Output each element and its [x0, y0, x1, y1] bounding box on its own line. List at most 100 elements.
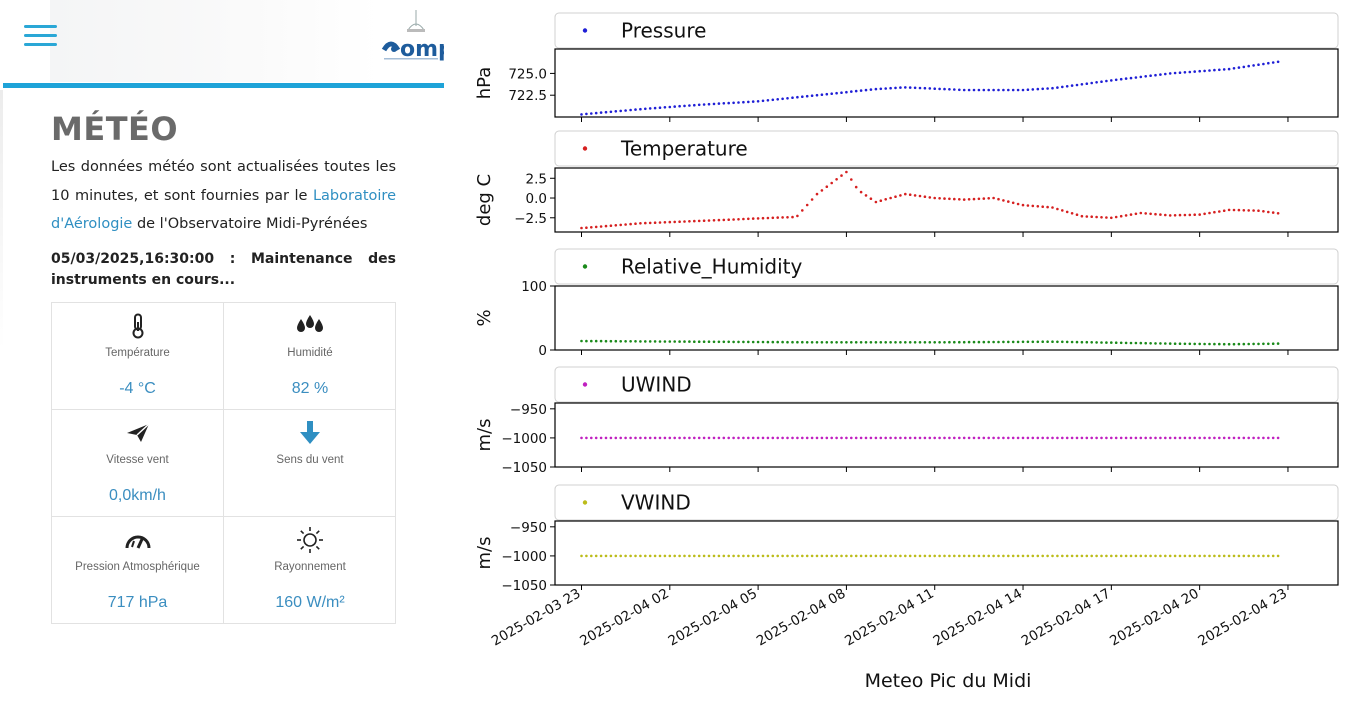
data-point [948, 554, 951, 558]
data-point [1051, 436, 1054, 440]
data-point [727, 340, 730, 344]
data-point [864, 341, 868, 344]
data-point [958, 436, 961, 440]
data-point [1262, 62, 1265, 66]
data-point [1085, 82, 1089, 85]
hamburger-menu-icon[interactable] [24, 25, 57, 49]
x-tick-label: 2025-02-04 08 [754, 586, 849, 650]
page-title: MÉTÉO [51, 110, 179, 148]
omp-logo[interactable]: omp [380, 4, 454, 64]
data-point [693, 340, 696, 344]
data-point [1267, 342, 1270, 346]
data-point [1237, 66, 1241, 69]
x-tick-label: 2025-02-04 20 [1107, 586, 1202, 650]
data-point [1110, 216, 1113, 220]
data-point [894, 554, 897, 558]
data-point [1046, 554, 1049, 558]
data-point [859, 436, 863, 440]
data-point [1267, 436, 1270, 440]
data-point [1188, 436, 1192, 440]
y-axis-label: deg C [474, 174, 495, 226]
measure-label: Sens du vent [276, 454, 344, 466]
data-point [1252, 554, 1255, 558]
data-point [609, 436, 613, 440]
data-point [801, 436, 804, 440]
data-point [977, 197, 981, 201]
measure-temperature: Température -4 °C [52, 303, 224, 410]
data-point [1159, 554, 1162, 558]
data-point [751, 436, 755, 440]
data-point [722, 218, 726, 222]
data-point [1051, 554, 1054, 558]
data-point [1208, 554, 1211, 558]
data-point [899, 86, 902, 89]
data-point [958, 198, 961, 201]
data-point [1105, 341, 1108, 344]
data-point [879, 199, 883, 202]
data-point [683, 436, 686, 440]
data-point [658, 436, 662, 440]
data-point [997, 436, 1000, 440]
data-point [1085, 436, 1089, 440]
data-point [805, 554, 809, 558]
axes-frame [554, 520, 1339, 586]
data-point [1016, 88, 1020, 92]
legend-box [554, 12, 1339, 49]
data-point [923, 195, 927, 198]
data-point [1061, 554, 1064, 558]
data-point [820, 189, 824, 192]
data-point [884, 554, 887, 558]
data-point [1139, 341, 1143, 345]
data-point [619, 436, 622, 440]
data-point [874, 341, 878, 344]
data-point [712, 340, 716, 344]
axes-frame [554, 285, 1339, 351]
data-point [673, 220, 676, 224]
data-point [712, 102, 716, 106]
data-point [609, 110, 613, 114]
data-point [938, 436, 941, 440]
data-point [1271, 436, 1275, 440]
data-point [1075, 213, 1079, 216]
data-point [658, 221, 662, 224]
data-point [913, 86, 917, 90]
data-point [1134, 436, 1138, 440]
data-point [1124, 436, 1128, 440]
laboratoire-link[interactable]: Laboratoire d'Aérologie [51, 187, 396, 233]
data-point [1193, 554, 1196, 558]
y-tick-label: −1050 [501, 578, 547, 594]
data-point [830, 92, 833, 95]
data-point [840, 554, 843, 558]
data-point [1149, 342, 1152, 345]
data-point [923, 86, 927, 90]
data-point [653, 554, 657, 558]
data-point [1222, 342, 1226, 346]
data-point [928, 341, 932, 344]
data-point [943, 436, 946, 440]
data-point [923, 436, 927, 440]
data-point [1247, 342, 1250, 346]
data-point [923, 341, 927, 344]
data-point [658, 554, 662, 558]
data-point [840, 341, 843, 344]
data-point [1070, 554, 1074, 558]
data-point [948, 436, 951, 440]
data-point [1247, 436, 1250, 440]
data-point [1007, 200, 1010, 203]
data-point [678, 340, 681, 343]
data-point [786, 216, 789, 219]
data-point [756, 340, 760, 344]
data-point [697, 219, 701, 223]
data-point [845, 554, 848, 558]
data-point [1046, 205, 1049, 209]
data-point [908, 341, 912, 344]
data-point [1149, 436, 1152, 440]
data-point [722, 102, 726, 105]
data-point [722, 340, 726, 344]
data-point [967, 340, 971, 344]
data-point [1011, 436, 1015, 440]
data-point [1007, 554, 1010, 558]
data-point [776, 436, 779, 440]
data-point [854, 436, 858, 440]
data-point [1061, 436, 1064, 440]
